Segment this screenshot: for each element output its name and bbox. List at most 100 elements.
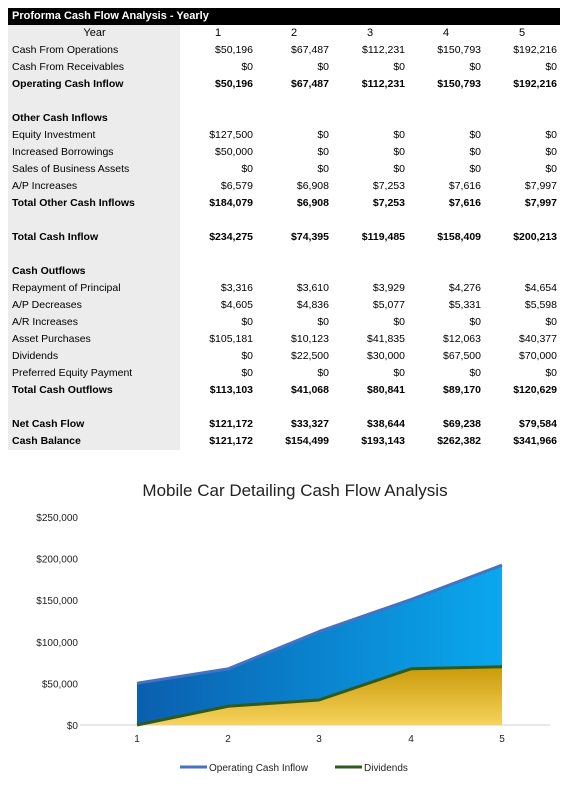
row-label: Sales of Business Assets xyxy=(8,161,180,178)
value-cell: $7,616 xyxy=(448,180,481,192)
value-cell: $0 xyxy=(469,61,481,73)
spacer-row xyxy=(8,399,560,416)
value-cell xyxy=(256,399,332,416)
value-cell: $0 xyxy=(317,61,329,73)
value-cell: $0 xyxy=(469,146,481,158)
row-label xyxy=(8,212,180,229)
table-row: Operating Cash Inflow $50,196 $67,487 $112,… xyxy=(8,76,560,93)
row-label: Cash From Operations xyxy=(8,42,180,59)
table-row: Cash Balance $121,172 $154,499 $193,143 $262… xyxy=(8,433,560,450)
row-label: Total Other Cash Inflows xyxy=(8,195,180,212)
value-cell xyxy=(332,263,408,280)
value-cell: $0 xyxy=(317,163,329,175)
row-label xyxy=(8,399,180,416)
row-label: Asset Purchases xyxy=(8,331,180,348)
table-row: Dividends $0 $22,500 $30,000 $67,500 $70,000 xyxy=(8,348,560,365)
value-cell: $121,172 xyxy=(209,418,253,430)
value-cell: $0 xyxy=(241,350,253,362)
row-label: Equity Investment xyxy=(8,127,180,144)
row-label: Cash Balance xyxy=(8,433,180,450)
row-label: A/R Increases xyxy=(8,314,180,331)
value-cell: $70,000 xyxy=(519,350,557,362)
value-cell xyxy=(408,263,484,280)
value-cell: $4,654 xyxy=(524,282,557,294)
table-row: A/P Increases $6,579 $6,908 $7,253 $7,616 $7,… xyxy=(8,178,560,195)
x-tick-label: 1 xyxy=(134,734,140,745)
table-row: Preferred Equity Payment $0 $0 $0 $0 $0 xyxy=(8,365,560,382)
value-cell: $154,499 xyxy=(285,435,329,447)
row-label: A/P Decreases xyxy=(8,297,180,314)
value-cell: $6,908 xyxy=(296,197,329,209)
value-cell: $6,908 xyxy=(296,180,329,192)
value-cell xyxy=(180,93,256,110)
value-cell: $0 xyxy=(393,367,405,379)
value-cell: $33,327 xyxy=(291,418,329,430)
row-label xyxy=(8,246,180,263)
value-cell: $0 xyxy=(469,316,481,328)
value-cell xyxy=(484,263,560,280)
table-row: Cash From Operations $50,196 $67,487 $112,2… xyxy=(8,42,560,59)
value-cell: $0 xyxy=(317,367,329,379)
value-cell: $150,793 xyxy=(437,44,481,56)
row-label: Cash Outflows xyxy=(8,263,180,280)
value-cell xyxy=(256,212,332,229)
table-row: A/P Decreases $4,605 $4,836 $5,077 $5,331 $5,… xyxy=(8,297,560,314)
row-label: Total Cash Outflows xyxy=(8,382,180,399)
value-cell: $158,409 xyxy=(437,231,481,243)
value-cell: $3,929 xyxy=(372,282,405,294)
value-cell: $0 xyxy=(317,129,329,141)
table-row: Sales of Business Assets $0 $0 $0 $0 $0 xyxy=(8,161,560,178)
value-cell: $0 xyxy=(469,129,481,141)
value-cell: $7,253 xyxy=(372,180,405,192)
value-cell xyxy=(180,263,256,280)
value-cell xyxy=(256,263,332,280)
value-cell: $12,063 xyxy=(443,333,481,345)
value-cell xyxy=(180,212,256,229)
value-cell: $80,841 xyxy=(367,384,405,396)
table-row: Asset Purchases $105,181 $10,123 $41,835 $12… xyxy=(8,331,560,348)
value-cell: $262,382 xyxy=(437,435,481,447)
value-cell: $105,181 xyxy=(209,333,253,345)
value-cell xyxy=(408,399,484,416)
row-label: A/P Increases xyxy=(8,178,180,195)
x-tick-label: 3 xyxy=(316,734,322,745)
value-cell xyxy=(180,246,256,263)
x-tick-label: 5 xyxy=(499,734,505,745)
spacer-row xyxy=(8,93,560,110)
y-tick-label: $0 xyxy=(67,721,79,732)
value-cell: $5,077 xyxy=(372,299,405,311)
value-cell: $50,000 xyxy=(215,146,253,158)
value-cell: $0 xyxy=(545,146,557,158)
value-cell: $0 xyxy=(241,367,253,379)
value-cell: $192,216 xyxy=(513,44,557,56)
value-cell: $0 xyxy=(545,316,557,328)
value-cell: $10,123 xyxy=(291,333,329,345)
value-cell: $0 xyxy=(241,316,253,328)
y-tick-label: $50,000 xyxy=(42,679,79,690)
table-row: Equity Investment $127,500 $0 $0 $0 $0 xyxy=(8,127,560,144)
row-label: Other Cash Inflows xyxy=(8,110,180,127)
row-label: Net Cash Flow xyxy=(8,416,180,433)
value-cell: $150,793 xyxy=(437,78,481,90)
value-cell: $0 xyxy=(469,163,481,175)
value-cell: $0 xyxy=(545,61,557,73)
year-header-cell: 2 xyxy=(290,27,298,39)
value-cell: $0 xyxy=(469,367,481,379)
cash-flow-table: Year 1 2 3 4 5 Cash From Operations $50,1… xyxy=(8,25,560,450)
cash-flow-sheet: Proforma Cash Flow Analysis - Yearly Yea… xyxy=(8,8,560,450)
value-cell xyxy=(256,246,332,263)
year-header-cell: 3 xyxy=(366,27,374,39)
row-label: Total Cash Inflow xyxy=(8,229,180,246)
row-label: Dividends xyxy=(8,348,180,365)
y-tick-label: $150,000 xyxy=(36,596,78,607)
value-cell: $3,316 xyxy=(220,282,253,294)
value-cell: $79,584 xyxy=(519,418,557,430)
value-cell: $5,331 xyxy=(448,299,481,311)
value-cell: $4,276 xyxy=(448,282,481,294)
y-tick-label: $200,000 xyxy=(36,555,78,566)
value-cell: $7,997 xyxy=(524,197,557,209)
value-cell xyxy=(484,110,560,127)
value-cell: $7,253 xyxy=(372,197,405,209)
value-cell xyxy=(332,110,408,127)
row-label: Operating Cash Inflow xyxy=(8,76,180,93)
